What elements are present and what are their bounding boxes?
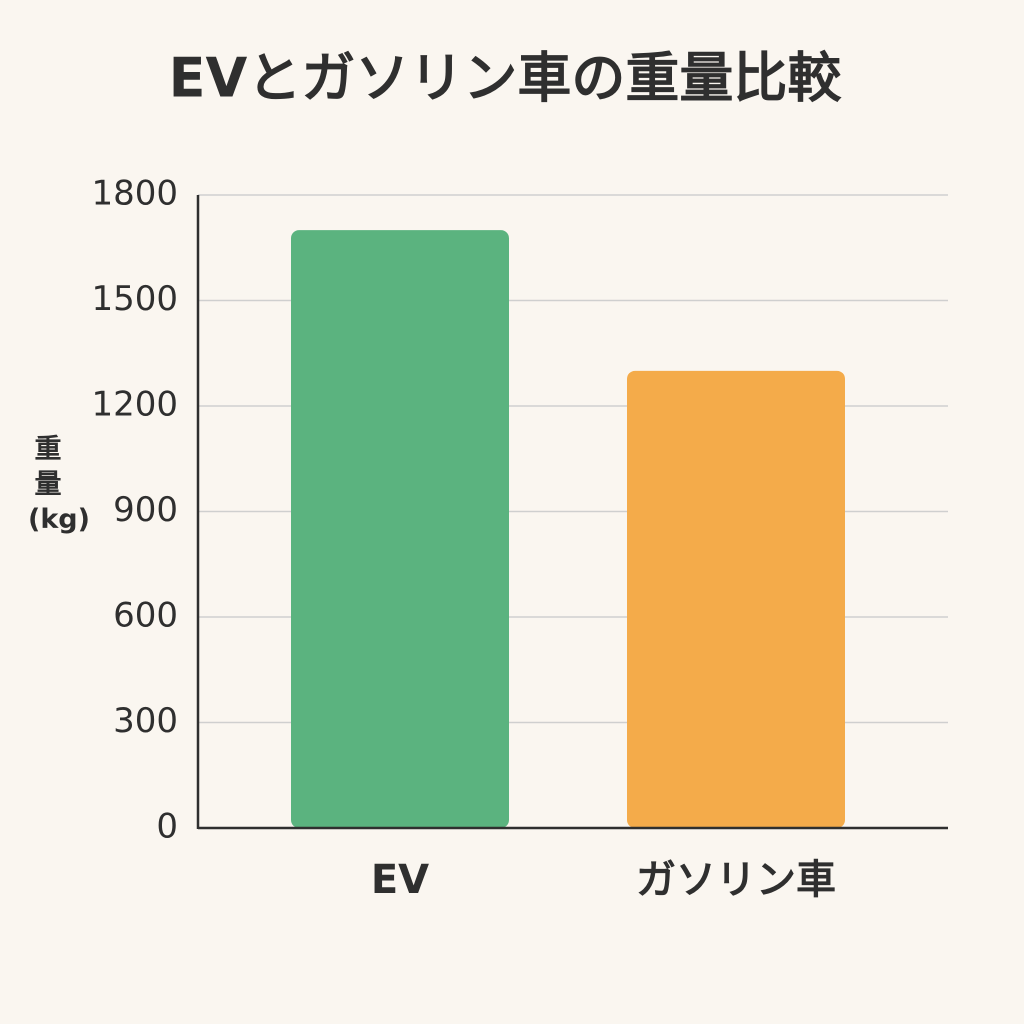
x-tick-label: ガソリン車: [636, 857, 836, 903]
y-axis-label: 重量(kg): [28, 434, 90, 536]
y-tick-label: 0: [156, 807, 178, 847]
x-tick-label: EV: [371, 857, 429, 903]
bar: [627, 370, 845, 828]
y-tick-label: 1800: [91, 174, 178, 214]
y-tick-label: 600: [113, 596, 178, 636]
y-tick-label: 300: [113, 701, 178, 741]
chart-title: EVとガソリン車の重量比較: [169, 47, 843, 110]
y-tick-label: 1200: [91, 385, 178, 425]
bar: [291, 230, 509, 828]
y-tick-label: 1500: [91, 279, 178, 319]
y-tick-label: 900: [113, 490, 178, 530]
